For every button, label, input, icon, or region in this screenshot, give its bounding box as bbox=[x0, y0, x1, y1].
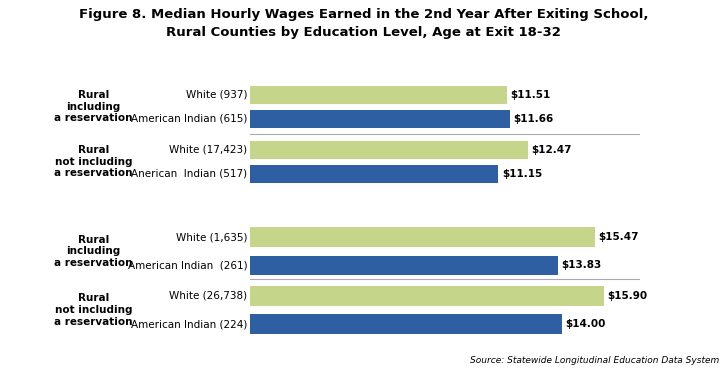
Text: $11.66: $11.66 bbox=[513, 114, 553, 124]
Bar bbox=[250, 227, 595, 246]
Text: Figure 8. Median Hourly Wages Earned in the 2nd Year After Exiting School,: Figure 8. Median Hourly Wages Earned in … bbox=[79, 8, 648, 21]
Text: American Indian (224): American Indian (224) bbox=[132, 319, 248, 329]
Text: White (1,635): White (1,635) bbox=[176, 232, 248, 242]
Text: $12.47: $12.47 bbox=[531, 145, 571, 155]
Bar bbox=[250, 256, 558, 275]
Text: Anerican  Indian (517): Anerican Indian (517) bbox=[132, 169, 248, 179]
Text: American Indian (615): American Indian (615) bbox=[132, 114, 248, 124]
Text: Rural
including
a reservation: Rural including a reservation bbox=[55, 90, 133, 123]
Bar bbox=[250, 314, 562, 334]
Bar bbox=[250, 286, 604, 306]
Text: Rural
not including
a reservation: Rural not including a reservation bbox=[55, 293, 133, 327]
Text: White (937): White (937) bbox=[186, 90, 248, 100]
Text: $15.47: $15.47 bbox=[598, 232, 638, 242]
Text: White (17,423): White (17,423) bbox=[169, 145, 248, 155]
Text: $14.00: $14.00 bbox=[566, 319, 606, 329]
Bar bbox=[250, 110, 510, 128]
Text: Non-Completers: Non-Completers bbox=[307, 58, 420, 70]
Text: Completers: Completers bbox=[324, 199, 403, 211]
Bar bbox=[250, 141, 528, 159]
Text: American Indian  (261): American Indian (261) bbox=[128, 260, 248, 270]
Text: Rural Counties by Education Level, Age at Exit 18-32: Rural Counties by Education Level, Age a… bbox=[166, 26, 561, 39]
Text: $11.15: $11.15 bbox=[502, 169, 542, 179]
Bar bbox=[250, 165, 499, 183]
Text: Rural
not including
a reservation: Rural not including a reservation bbox=[55, 145, 133, 178]
Text: $13.83: $13.83 bbox=[561, 260, 602, 270]
Bar bbox=[250, 86, 507, 104]
Text: Rural
including
a reservation: Rural including a reservation bbox=[55, 235, 133, 268]
Text: $15.90: $15.90 bbox=[608, 291, 648, 301]
Text: Source: Statewide Longitudinal Education Data System: Source: Statewide Longitudinal Education… bbox=[470, 356, 720, 365]
Text: $11.51: $11.51 bbox=[510, 90, 550, 100]
Text: White (26,738): White (26,738) bbox=[169, 291, 248, 301]
